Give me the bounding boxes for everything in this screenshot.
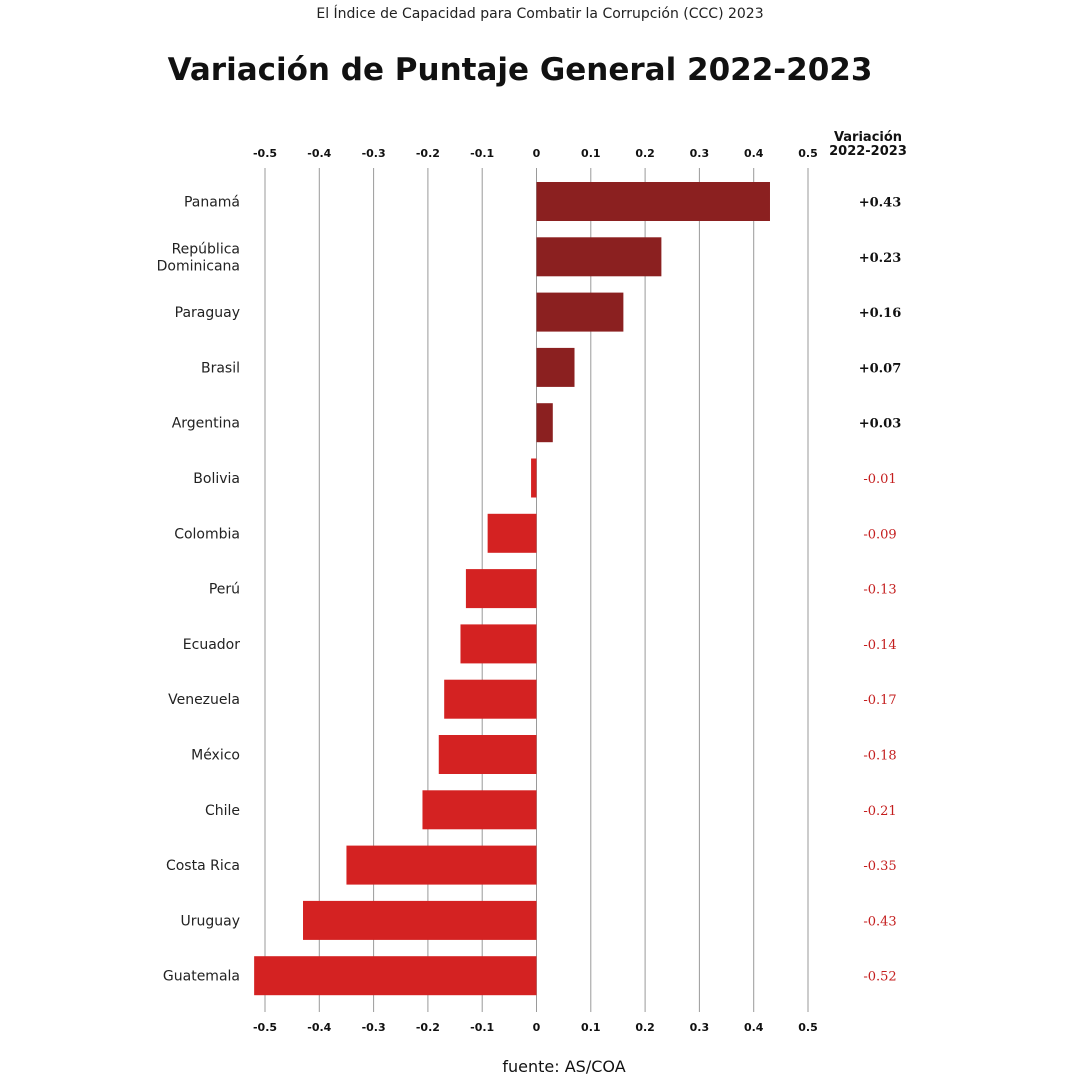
bar bbox=[444, 679, 537, 719]
x-tick-label: -0.5 bbox=[253, 1021, 277, 1034]
data-label: -0.17 bbox=[863, 693, 896, 708]
category-label: Argentina bbox=[172, 416, 240, 432]
category-label: Paraguay bbox=[175, 305, 240, 321]
category-label: Chile bbox=[205, 803, 240, 819]
data-label: +0.03 bbox=[859, 417, 902, 432]
source-note: fuente: AS/COA bbox=[502, 1057, 626, 1076]
x-tick-label: -0.5 bbox=[253, 147, 277, 160]
data-label: -0.52 bbox=[863, 970, 896, 985]
bar bbox=[487, 513, 537, 553]
bars bbox=[254, 182, 770, 996]
category-label: Venezuela bbox=[168, 692, 240, 708]
bar bbox=[536, 292, 624, 332]
category-label: Colombia bbox=[174, 526, 240, 542]
data-label: -0.09 bbox=[863, 527, 896, 542]
x-axis-bottom: -0.5 -0.4 -0.3 -0.2 -0.1 0 0.1 0.2 0.3 0.4 0.5 bbox=[253, 1021, 818, 1034]
category-label: Bolivia bbox=[193, 471, 240, 487]
x-axis-top: -0.5 -0.4 -0.3 -0.2 -0.1 0 0.1 0.2 0.3 0.4 0.5 bbox=[253, 147, 818, 160]
category-label: Uruguay bbox=[181, 913, 241, 929]
bar bbox=[254, 956, 537, 996]
bar bbox=[346, 845, 537, 885]
value-column-header-line-2: 2022-2023 bbox=[829, 144, 907, 159]
x-tick-label: 0.2 bbox=[635, 1021, 655, 1034]
bar bbox=[536, 403, 553, 443]
category-label: República bbox=[172, 241, 240, 257]
category-label: Perú bbox=[209, 582, 240, 598]
data-label: +0.23 bbox=[859, 251, 902, 266]
x-tick-label: 0 bbox=[533, 1021, 541, 1034]
bar bbox=[465, 569, 537, 609]
category-label: Costa Rica bbox=[166, 858, 240, 874]
category-label: Brasil bbox=[201, 360, 240, 376]
category-label: Ecuador bbox=[183, 637, 240, 653]
bar bbox=[460, 624, 537, 664]
x-tick-label: -0.2 bbox=[416, 147, 440, 160]
x-tick-label: 0.1 bbox=[581, 147, 601, 160]
data-label: -0.14 bbox=[863, 638, 896, 653]
x-tick-label: -0.2 bbox=[416, 1021, 440, 1034]
data-label: +0.43 bbox=[859, 196, 902, 211]
x-tick-label: 0.5 bbox=[798, 1021, 818, 1034]
data-label: -0.18 bbox=[863, 749, 896, 764]
chart-title: Variación de Puntaje General 2022-2023 bbox=[167, 52, 873, 88]
x-tick-label: -0.4 bbox=[307, 1021, 331, 1034]
x-tick-label: 0.4 bbox=[744, 1021, 764, 1034]
data-label: -0.43 bbox=[863, 914, 896, 929]
data-label: +0.16 bbox=[859, 306, 902, 321]
x-tick-label: 0.4 bbox=[744, 147, 764, 160]
bar bbox=[536, 182, 770, 221]
x-tick-label: 0 bbox=[533, 147, 541, 160]
data-label: -0.13 bbox=[863, 583, 896, 598]
bar bbox=[536, 347, 575, 387]
x-tick-label: -0.4 bbox=[307, 147, 331, 160]
value-labels: +0.43 +0.23 +0.16 +0.07 +0.03 -0.01 -0.09 -0.13… bbox=[859, 196, 902, 985]
x-tick-label: 0.5 bbox=[798, 147, 818, 160]
x-tick-label: 0.3 bbox=[690, 1021, 710, 1034]
x-tick-label: 0.3 bbox=[690, 147, 710, 160]
chart-supertitle: El Índice de Capacidad para Combatir la … bbox=[316, 6, 764, 22]
bar bbox=[531, 458, 537, 498]
x-tick-label: 0.2 bbox=[635, 147, 655, 160]
bar bbox=[536, 237, 662, 277]
category-label: México bbox=[191, 748, 240, 764]
bar bbox=[438, 735, 537, 774]
value-column-header: Variación 2022-2023 bbox=[808, 131, 928, 159]
data-label: -0.21 bbox=[863, 804, 896, 819]
category-label: Guatemala bbox=[163, 969, 240, 985]
x-tick-label: 0.1 bbox=[581, 1021, 601, 1034]
bar bbox=[422, 790, 537, 830]
data-label: -0.35 bbox=[863, 859, 896, 874]
category-label: Panamá bbox=[184, 195, 240, 211]
bar bbox=[303, 900, 537, 940]
x-tick-label: -0.3 bbox=[362, 147, 386, 160]
x-tick-label: -0.3 bbox=[362, 1021, 386, 1034]
data-label: -0.01 bbox=[863, 472, 896, 487]
x-tick-label: -0.1 bbox=[470, 147, 494, 160]
category-label: Dominicana bbox=[157, 258, 240, 274]
data-label: +0.07 bbox=[859, 361, 902, 376]
value-column-header-line-1: Variación bbox=[833, 130, 903, 145]
x-tick-label: -0.1 bbox=[470, 1021, 494, 1034]
